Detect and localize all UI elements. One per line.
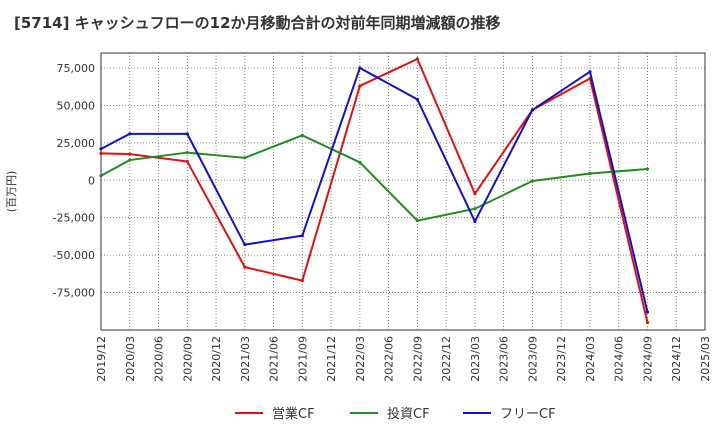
data-point [128, 152, 132, 156]
x-tick-label: 2024/12 [670, 336, 683, 382]
y-tick-label: 25,000 [57, 137, 96, 150]
legend-label: 営業CF [272, 406, 315, 422]
plot-frame [100, 52, 706, 331]
y-tick-label: 50,000 [57, 99, 96, 112]
y-tick-label: 0 [88, 174, 95, 187]
data-point [473, 207, 477, 211]
data-point [185, 150, 189, 155]
data-point [185, 132, 189, 136]
axis-layer: 2019/12 2020/03 2020/06 2020/09 2020/12 2021/… [53, 62, 712, 382]
chart-title: [5714] キャッシュフローの12か月移動合計の対前年同期増減額の推移 [14, 14, 501, 32]
x-tick-label: 2023/06 [498, 336, 511, 382]
legend-label: 投資CF [387, 406, 430, 422]
data-point [358, 160, 362, 164]
data-point [185, 159, 189, 164]
data-point [530, 179, 535, 183]
x-tick-label: 2021/12 [325, 336, 338, 382]
data-point [415, 219, 419, 223]
y-tick-label: -25,000 [53, 212, 95, 225]
legend: 営業CF 投資CF フリーCF [235, 406, 556, 422]
x-tick-label: 2020/12 [210, 336, 223, 382]
data-point [358, 84, 362, 88]
data-point [99, 151, 103, 155]
x-tick-label: 2022/06 [383, 336, 396, 382]
x-tick-label: 2022/12 [440, 336, 453, 382]
data-point [243, 265, 247, 269]
x-tick-label: 2023/12 [555, 336, 568, 382]
y-tick-label: -75,000 [53, 287, 95, 300]
y-tick-label: -50,000 [53, 249, 95, 262]
data-point [588, 171, 592, 176]
x-tick-label: 2023/09 [526, 336, 539, 382]
data-point [358, 66, 362, 70]
data-point [300, 133, 304, 137]
x-tick-label: 2020/06 [153, 336, 166, 382]
x-tick-label: 2019/12 [95, 336, 108, 382]
series-line [100, 66, 649, 313]
data-point [473, 192, 477, 196]
series-line [100, 57, 649, 323]
data-point [645, 167, 650, 171]
legend-label: フリーCF [500, 407, 556, 422]
data-point [473, 219, 477, 224]
series-line [100, 134, 648, 222]
x-tick-label: 2022/03 [354, 336, 367, 382]
data-point [588, 70, 592, 74]
x-tick-label: 2020/09 [181, 336, 194, 382]
x-tick-label: 2021/03 [239, 336, 252, 382]
data-point [128, 158, 132, 162]
x-tick-label: 2023/03 [469, 336, 482, 382]
x-tick-label: 2021/09 [296, 336, 309, 382]
x-tick-label: 2024/06 [613, 336, 626, 382]
series-layer [99, 57, 650, 325]
data-point [128, 132, 132, 136]
data-point [415, 97, 419, 102]
x-tick-label: 2020/03 [124, 336, 137, 382]
data-point [645, 320, 650, 325]
x-tick-label: 2024/03 [584, 336, 597, 382]
x-tick-label: 2021/06 [268, 336, 281, 382]
data-point [243, 156, 247, 160]
data-point [415, 57, 419, 61]
data-point [300, 278, 304, 283]
x-tick-label: 2025/03 [699, 336, 712, 382]
data-point [99, 147, 103, 151]
y-axis-label: (百万円) [5, 171, 18, 213]
y-tick-label: 75,000 [57, 62, 96, 75]
data-point [243, 243, 247, 247]
x-tick-label: 2022/09 [411, 336, 424, 382]
data-point [99, 174, 103, 178]
data-point [530, 108, 535, 112]
grid-layer [101, 53, 705, 330]
data-point [300, 234, 304, 238]
x-tick-label: 2024/09 [641, 336, 654, 382]
data-point [645, 310, 650, 314]
